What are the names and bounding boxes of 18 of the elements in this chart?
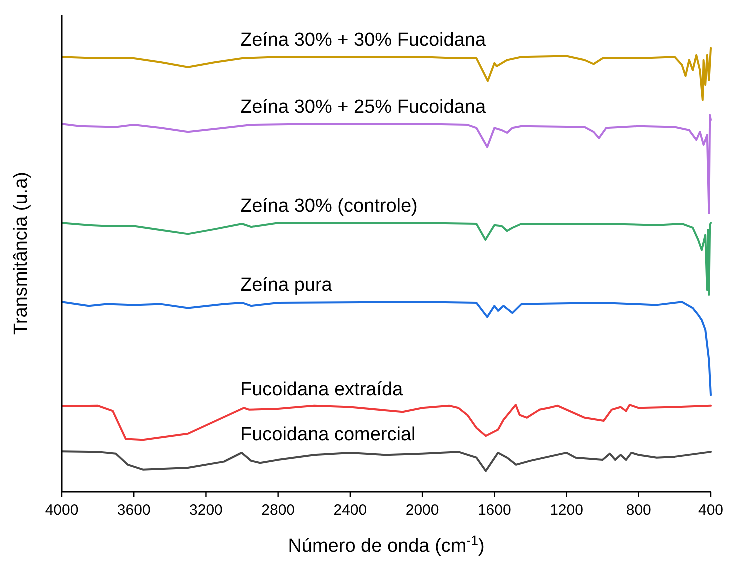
x-tick-label: 2400 (334, 502, 368, 519)
series-label: Zeína pura (240, 275, 333, 296)
x-tick-label: 1600 (478, 502, 512, 519)
series-label: Fucoidana extraída (240, 379, 404, 400)
series-label: Fucoidana comercial (240, 424, 416, 446)
x-tick-label: 400 (698, 502, 724, 519)
x-tick-label: 3600 (117, 502, 151, 519)
x-tick-label: 1200 (550, 502, 584, 519)
series-label: Zeína 30% (controle) (240, 196, 418, 218)
series-label: Zeína 30% + 25% Fucoidana (240, 97, 486, 118)
x-axis-title: Número de onda (cm$^{-1}$) (288, 532, 485, 557)
x-tick-label: 800 (626, 502, 652, 519)
series-label: Zeína 30% + 30% Fucoidana (240, 30, 486, 52)
x-tick-label: 2800 (262, 502, 296, 519)
y-axis-title: Transmitância (u.a) (11, 172, 32, 335)
x-tick-label: 3200 (190, 502, 223, 519)
x-tick-label: 2000 (406, 502, 440, 519)
x-tick-label: 4000 (45, 502, 79, 519)
